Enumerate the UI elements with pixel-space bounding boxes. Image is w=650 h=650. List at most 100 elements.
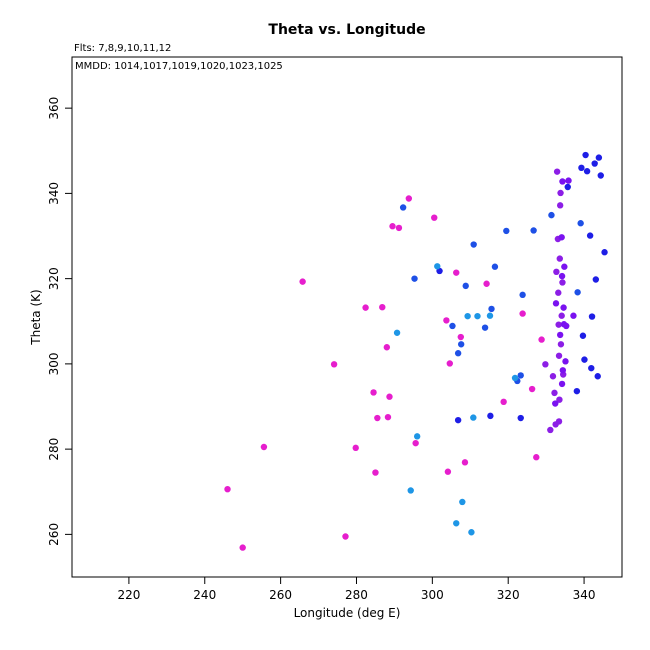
data-point	[557, 341, 565, 348]
x-axis-label: Longitude (deg E)	[294, 606, 401, 620]
data-point	[481, 324, 489, 331]
y-tick-label: 340	[47, 182, 61, 205]
data-point	[577, 220, 584, 227]
data-point	[586, 232, 594, 239]
y-tick-label: 300	[47, 352, 61, 375]
data-point	[488, 305, 495, 313]
data-point	[556, 255, 563, 262]
data-point	[411, 275, 418, 282]
data-point	[533, 454, 540, 461]
x-axis: 220 240 260 280 300 320 340	[117, 577, 596, 602]
y-tick-label: 260	[47, 523, 61, 546]
data-point	[454, 416, 462, 424]
data-point	[562, 358, 569, 365]
data-point	[579, 332, 587, 339]
data-point	[588, 313, 596, 320]
data-point	[491, 263, 499, 270]
dates-annotation: MMDD: 1014,1017,1019,1020,1023,1025	[75, 61, 283, 72]
data-point	[457, 333, 464, 341]
data-point	[362, 304, 369, 311]
data-point	[555, 321, 562, 328]
data-points	[224, 151, 608, 551]
data-point	[601, 249, 608, 256]
data-point	[542, 361, 549, 368]
x-tick-label: 300	[421, 588, 444, 602]
data-point	[548, 211, 555, 219]
data-point	[386, 393, 393, 400]
data-point	[399, 204, 407, 211]
data-point	[342, 533, 349, 540]
data-point	[538, 336, 545, 343]
data-point	[553, 268, 560, 276]
data-point	[470, 414, 477, 421]
data-point	[552, 400, 559, 407]
data-point	[560, 304, 567, 311]
data-point	[457, 341, 465, 348]
x-tick-label: 320	[497, 588, 520, 602]
data-point	[453, 269, 460, 276]
data-point	[407, 487, 414, 494]
data-point	[370, 389, 377, 396]
data-point	[443, 317, 450, 324]
data-point	[558, 380, 566, 388]
data-point	[393, 329, 401, 336]
data-point	[239, 544, 246, 551]
data-point	[487, 412, 494, 420]
data-point	[591, 160, 598, 167]
data-point	[574, 289, 581, 296]
data-point	[474, 312, 481, 320]
data-point	[383, 344, 391, 351]
data-point	[553, 168, 561, 175]
y-tick-label: 280	[47, 438, 61, 461]
data-point	[412, 439, 419, 447]
data-point	[434, 263, 441, 270]
data-point	[559, 279, 566, 286]
data-point	[564, 183, 571, 191]
data-point	[389, 223, 396, 230]
data-point	[486, 312, 494, 319]
data-point	[551, 389, 558, 397]
data-point	[503, 227, 510, 235]
data-point	[561, 263, 568, 270]
data-point	[459, 498, 466, 506]
data-point	[444, 468, 452, 475]
data-point	[224, 485, 231, 493]
data-point	[299, 278, 306, 285]
data-point	[461, 459, 469, 466]
plot-frame	[71, 56, 623, 578]
data-point	[578, 164, 585, 172]
data-point	[431, 214, 438, 221]
data-point	[530, 227, 537, 234]
data-point	[597, 172, 604, 179]
data-point	[483, 280, 490, 287]
data-point	[454, 350, 462, 357]
data-point	[519, 310, 526, 317]
y-tick-label: 320	[47, 267, 61, 290]
data-point	[413, 433, 421, 440]
data-point	[405, 195, 413, 202]
data-point	[384, 413, 392, 421]
data-point	[519, 291, 526, 299]
data-point	[573, 387, 581, 395]
data-point	[379, 303, 386, 311]
data-point	[559, 367, 567, 374]
data-point	[330, 361, 338, 368]
chart-title: Theta vs. Longitude	[268, 22, 425, 38]
data-point	[517, 414, 524, 422]
data-point	[556, 396, 563, 403]
y-tick-label: 360	[47, 97, 61, 120]
data-point	[528, 385, 536, 393]
data-point	[374, 414, 381, 422]
data-point	[565, 177, 572, 184]
data-point	[570, 312, 577, 319]
data-point	[558, 272, 566, 280]
x-tick-label: 240	[193, 588, 216, 602]
x-tick-label: 260	[269, 588, 292, 602]
data-point	[588, 364, 595, 372]
data-point	[511, 374, 519, 382]
data-point	[555, 289, 562, 296]
data-point	[555, 352, 563, 359]
data-point	[453, 520, 460, 527]
x-tick-label: 340	[573, 588, 596, 602]
